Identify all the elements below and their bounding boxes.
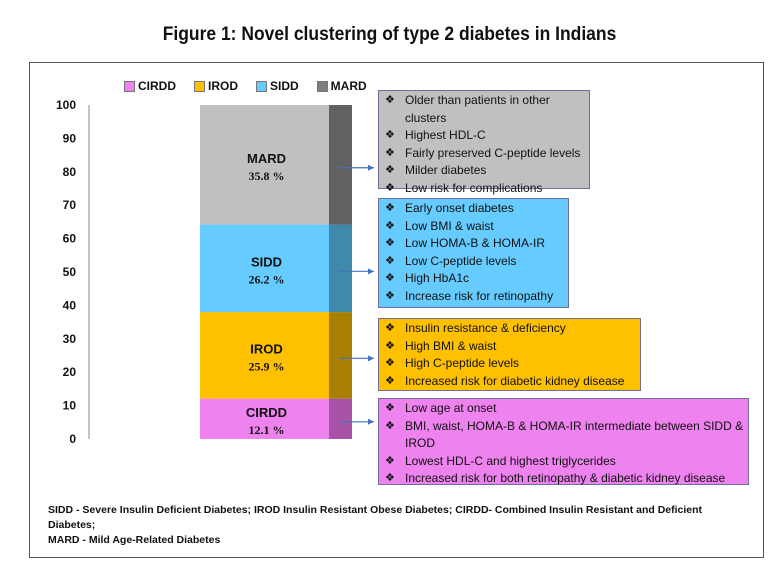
note-mard: Older than patients in other clusters Hi… xyxy=(378,90,590,197)
segment-value-label-irod: 25.9 % xyxy=(249,359,285,373)
y-tick-label: 0 xyxy=(69,432,76,446)
segment-name-label-irod: IROD xyxy=(250,341,283,356)
note-cirdd-item: Lowest HDL-C and highest triglycerides xyxy=(385,453,748,471)
note-mard-item: Milder diabetes xyxy=(385,162,589,180)
bar-segment-side-mard xyxy=(329,105,352,225)
note-cirdd: Low age at onset BMI, waist, HOMA-B & HO… xyxy=(378,398,749,488)
y-tick-label: 30 xyxy=(63,332,77,346)
bar-segment-side-irod xyxy=(329,312,352,399)
note-cirdd-item: Low age at onset xyxy=(385,400,748,418)
note-cirdd-item: BMI, waist, HOMA-B & HOMA-IR intermediat… xyxy=(385,418,748,453)
y-tick-label: 70 xyxy=(63,198,77,212)
legend-label-sidd: SIDD xyxy=(270,79,299,93)
note-sidd-item: High HbA1c xyxy=(385,270,568,288)
segment-value-label-mard: 35.8 % xyxy=(249,169,285,183)
note-sidd-item: Low HOMA-B & HOMA-IR xyxy=(385,235,568,253)
note-sidd-item: Increase risk for retinopathy xyxy=(385,288,568,306)
legend-swatch-cirdd xyxy=(124,80,135,92)
figure-title: Figure 1: Novel clustering of type 2 dia… xyxy=(162,24,617,45)
note-irod: Insulin resistance & deficiency High BMI… xyxy=(378,318,641,391)
segment-name-label-mard: MARD xyxy=(247,151,286,166)
note-mard-item: Older than patients in other clusters xyxy=(385,92,589,127)
note-sidd: Early onset diabetes Low BMI & waist Low… xyxy=(378,198,569,308)
bar-segment-mard xyxy=(200,105,329,225)
note-mard-item: Low risk for complications xyxy=(385,180,589,198)
y-tick-label: 90 xyxy=(63,131,77,145)
note-sidd-item: Low C-peptide levels xyxy=(385,253,568,271)
note-cirdd-item: Increased risk for both retinopathy & di… xyxy=(385,470,748,488)
legend-swatch-irod xyxy=(194,80,205,92)
bar-segment-irod xyxy=(200,312,329,399)
note-mard-item: Highest HDL-C xyxy=(385,127,589,145)
bar-segment-sidd xyxy=(200,224,329,313)
note-sidd-item: Low BMI & waist xyxy=(385,218,568,236)
segment-name-label-cirdd: CIRDD xyxy=(246,405,287,420)
note-mard-item: Fairly preserved C-peptide levels xyxy=(385,145,589,163)
note-irod-item: Increased risk for diabetic kidney disea… xyxy=(385,373,640,391)
legend-label-cirdd: CIRDD xyxy=(138,79,176,93)
legend-item-sidd: SIDD xyxy=(256,79,299,93)
footnote: SIDD - Severe Insulin Deficient Diabetes… xyxy=(48,503,748,548)
segment-value-label-cirdd: 12.1 % xyxy=(249,423,285,437)
legend-item-mard: MARD xyxy=(316,79,367,93)
legend-swatch-mard xyxy=(316,80,328,92)
note-irod-item: Insulin resistance & deficiency xyxy=(385,320,640,338)
arrow-head-sidd xyxy=(368,268,374,275)
legend-label-mard: MARD xyxy=(330,79,367,93)
legend-label-irod: IROD xyxy=(208,79,238,93)
legend-swatch-sidd xyxy=(256,80,267,92)
segment-value-label-sidd: 26.2 % xyxy=(249,272,285,286)
note-sidd-item: Early onset diabetes xyxy=(385,200,568,218)
legend-item-irod: IROD xyxy=(194,79,238,93)
legend-item-cirdd: CIRDD xyxy=(124,79,176,93)
segment-name-label-sidd: SIDD xyxy=(251,254,282,269)
y-tick-label: 10 xyxy=(63,399,77,413)
arrow-head-mard xyxy=(368,164,374,171)
y-tick-label: 100 xyxy=(56,98,76,112)
y-tick-label: 20 xyxy=(63,365,77,379)
y-tick-label: 40 xyxy=(63,298,77,312)
arrow-head-irod xyxy=(368,355,374,362)
note-irod-item: High C-peptide levels xyxy=(385,355,640,373)
bar-segment-cirdd xyxy=(200,398,329,439)
chart-legend: CIRDD IROD SIDD MARD xyxy=(124,79,367,93)
arrow-head-cirdd xyxy=(368,418,374,425)
footnote-line-2: MARD - Mild Age-Related Diabetes xyxy=(48,534,221,546)
y-tick-label: 80 xyxy=(63,165,77,179)
y-tick-label: 50 xyxy=(63,265,77,279)
bar-segment-side-cirdd xyxy=(329,398,352,439)
footnote-line-1: SIDD - Severe Insulin Deficient Diabetes… xyxy=(48,504,703,531)
note-irod-item: High BMI & waist xyxy=(385,338,640,356)
y-tick-label: 60 xyxy=(63,232,77,246)
bar-segment-side-sidd xyxy=(329,224,352,313)
